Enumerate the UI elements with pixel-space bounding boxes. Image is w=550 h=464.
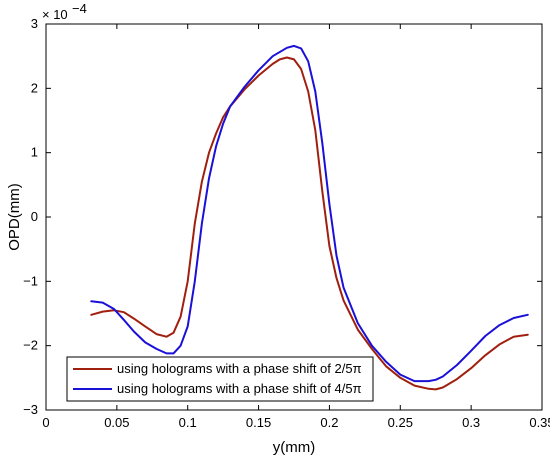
y-axis-label: OPD(mm)	[6, 183, 23, 251]
y-tick-label: −3	[23, 402, 38, 417]
y-tick-label: 1	[31, 145, 38, 160]
y-tick-label: 2	[31, 80, 38, 95]
plot-area	[45, 23, 543, 411]
legend: using holograms with a phase shift of 2/…	[66, 356, 374, 402]
x-tick-label: 0.3	[462, 415, 480, 430]
y-exponent-power: −4	[72, 1, 87, 16]
series-line-1	[90, 56, 529, 391]
y-tick-label: 3	[31, 16, 38, 31]
x-tick-label: 0.2	[320, 415, 338, 430]
x-tick-label: 0	[42, 415, 49, 430]
axis-ticks: 0 0.05 0.1 0.15 0.2 0.25 0.3 0.35 −3 −2 −1 0 1 2 3	[23, 16, 550, 430]
y-tick-label: 0	[31, 209, 38, 224]
legend-label-series-2: using holograms with a phase shift of 4/…	[117, 381, 362, 396]
x-tick-label: 0.1	[179, 415, 197, 430]
y-tick-label: −1	[23, 273, 38, 288]
x-tick-label: 0.15	[246, 415, 271, 430]
legend-box	[66, 356, 374, 402]
x-tick-label: 0.35	[529, 415, 550, 430]
y-exponent-label: × 10	[42, 7, 68, 22]
x-tick-label: 0.05	[104, 415, 129, 430]
y-tick-label: −2	[23, 338, 38, 353]
x-axis-label: y(mm)	[273, 439, 315, 456]
x-tick-label: 0.25	[388, 415, 413, 430]
series-line-2	[90, 44, 529, 383]
series-lines	[90, 44, 529, 391]
legend-label-series-1: using holograms with a phase shift of 2/…	[117, 361, 362, 376]
